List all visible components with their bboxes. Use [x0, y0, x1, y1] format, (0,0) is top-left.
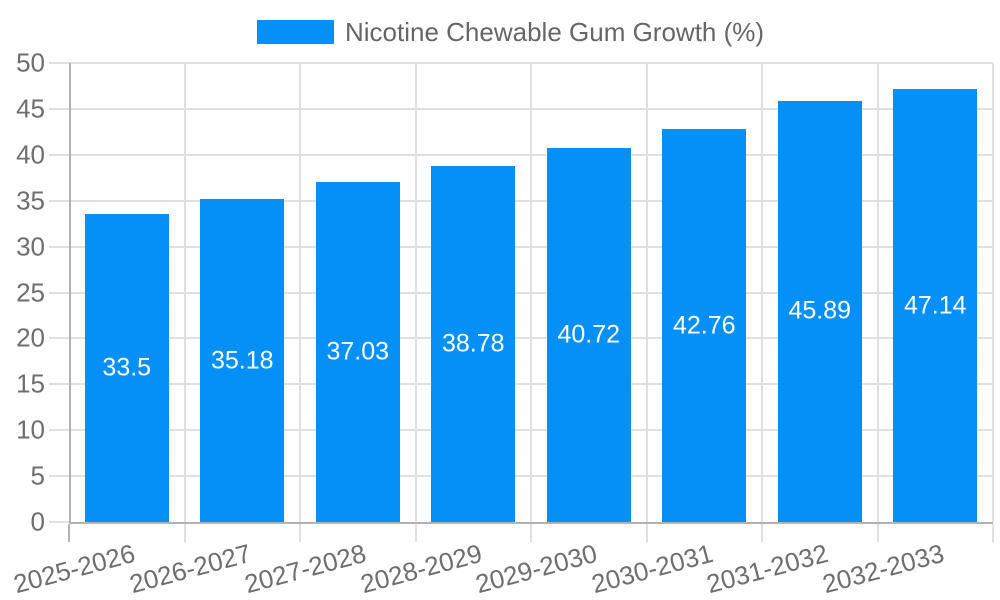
x-gridline	[876, 63, 879, 522]
y-tick	[49, 521, 69, 523]
legend-label: Nicotine Chewable Gum Growth (%)	[345, 16, 765, 47]
x-gridline	[761, 63, 763, 522]
x-axis-label: 2026-2027	[126, 538, 255, 600]
y-tick	[49, 62, 69, 64]
x-gridline	[299, 63, 301, 522]
y-axis-label: 30	[16, 231, 45, 262]
x-tick	[299, 524, 301, 542]
x-axis-line	[69, 522, 993, 524]
bar-2031-2032[interactable]	[777, 100, 862, 522]
bar-value-label: 47.14	[903, 291, 967, 320]
x-axis-label: 2031-2032	[703, 538, 832, 600]
bar-value-label: 42.76	[672, 311, 736, 340]
y-axis-label: 45	[16, 93, 45, 124]
y-tick	[49, 291, 69, 294]
y-axis-label: 50	[16, 47, 45, 78]
x-axis-label: 2027-2028	[241, 538, 370, 600]
y-axis-line	[69, 63, 71, 522]
bar-2027-2028[interactable]	[315, 182, 400, 522]
y-tick	[49, 383, 69, 386]
x-axis-label: 2028-2029	[357, 538, 486, 600]
x-gridline	[183, 63, 186, 522]
y-tick	[49, 107, 69, 110]
y-tick	[49, 337, 69, 340]
bar-value-label: 38.78	[441, 329, 505, 358]
x-axis-label: 2030-2031	[588, 538, 717, 600]
x-tick	[183, 524, 186, 542]
legend-swatch	[257, 20, 334, 44]
bar-2029-2030[interactable]	[546, 148, 631, 522]
bar-2026-2027[interactable]	[200, 199, 285, 522]
x-gridline	[992, 63, 994, 522]
bar-2032-2033[interactable]	[893, 89, 978, 522]
x-tick	[414, 524, 417, 542]
bar-value-label: 33.5	[102, 353, 152, 382]
y-axis-label: 5	[30, 460, 45, 491]
x-axis-label: 2029-2030	[472, 538, 601, 600]
y-tick	[49, 199, 69, 202]
x-tick	[645, 524, 648, 542]
y-tick	[49, 245, 69, 248]
x-gridline	[645, 63, 648, 522]
x-tick	[992, 524, 994, 542]
x-tick	[68, 524, 70, 542]
x-tick	[876, 524, 879, 542]
y-axis-label: 25	[16, 277, 45, 307]
x-tick	[530, 524, 532, 542]
y-tick	[49, 475, 69, 478]
y-tick	[49, 153, 69, 156]
bar-value-label: 35.18	[210, 346, 274, 375]
y-axis-label: 15	[16, 368, 45, 399]
x-gridline	[414, 63, 417, 522]
bar-value-label: 45.89	[788, 296, 852, 325]
bar-2030-2031[interactable]	[662, 129, 747, 522]
bar-2025-2026[interactable]	[84, 214, 169, 522]
bar-value-label: 37.03	[326, 337, 390, 366]
y-axis-label: 0	[30, 506, 45, 537]
y-axis-label: 35	[16, 185, 45, 216]
y-axis-label: 20	[16, 322, 45, 353]
y-axis-label: 40	[16, 139, 45, 170]
chart-legend: Nicotine Chewable Gum Growth (%)	[257, 16, 765, 47]
bar-2028-2029[interactable]	[431, 165, 516, 522]
bar-value-label: 40.72	[557, 320, 621, 349]
x-axis-label: 2032-2033	[819, 538, 948, 600]
y-tick	[49, 429, 69, 432]
x-tick	[761, 524, 763, 542]
x-gridline	[530, 63, 532, 522]
x-axis-label: 2025-2026	[10, 538, 139, 600]
y-axis-label: 10	[16, 414, 45, 445]
